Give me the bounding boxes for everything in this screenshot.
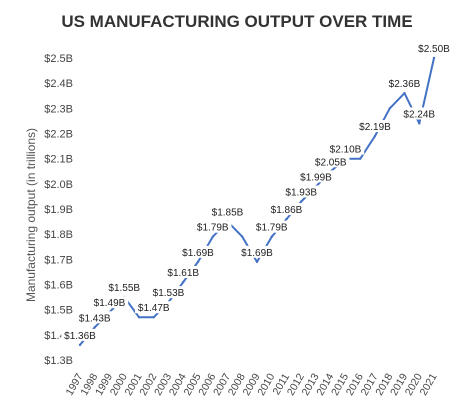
y-tick-label: $1.3B [44, 355, 73, 367]
data-label-background [356, 120, 394, 133]
series-group [78, 56, 436, 347]
data-label-background [105, 281, 143, 294]
data-point [300, 200, 303, 203]
data-label: $1.93B [285, 187, 317, 198]
y-tick-label: $2.5B [44, 53, 73, 65]
chart-title: US MANUFACTURING OUTPUT OVER TIME [61, 12, 412, 31]
y-tick-group: $1.3B$1.4B$1.5B$1.6B$1.7B$1.8B$1.9B$2.0B… [44, 53, 73, 367]
data-label-background [164, 265, 202, 278]
y-axis-label: Manufacturing output (in trillions) [24, 128, 38, 302]
data-label: $2.05B [315, 157, 347, 168]
y-tick-label: $1.6B [44, 280, 73, 292]
data-point [388, 107, 391, 110]
data-label-background [179, 245, 217, 258]
data-label-background [326, 142, 365, 155]
data-label: $1.49B [94, 298, 126, 309]
data-label-background [61, 328, 99, 341]
y-tick-label: $2.4B [44, 78, 73, 90]
data-point [359, 157, 362, 160]
data-label: $2.36B [389, 79, 421, 90]
y-tick-label: $1.8B [44, 229, 73, 241]
y-tick-label: $1.5B [44, 305, 73, 317]
data-point [241, 235, 244, 238]
data-point [196, 260, 200, 264]
data-label: $2.50B [418, 44, 450, 55]
data-label: $1.85B [212, 208, 244, 219]
data-label-background [76, 311, 114, 324]
data-label: $2.19B [359, 122, 391, 133]
data-label-background [135, 301, 173, 314]
data-label-background [415, 42, 453, 54]
y-tick-label: $2.0B [44, 179, 73, 191]
data-point [93, 326, 96, 329]
data-point [255, 260, 259, 264]
data-label: $1.69B [182, 248, 214, 259]
y-tick-label: $2.2B [44, 129, 73, 141]
data-label-background [208, 205, 247, 218]
data-point [78, 343, 82, 347]
data-label: $1.86B [271, 205, 303, 216]
data-label: $1.79B [256, 223, 288, 234]
data-point [211, 235, 214, 238]
data-label: $1.43B [79, 313, 111, 324]
data-label: $1.99B [300, 172, 332, 183]
series-line [79, 57, 435, 346]
data-label-group: $1.36B $1.43B $1.49B $1.55B $1.47B $1.53B $1.6… [61, 42, 453, 342]
data-point [418, 122, 421, 125]
data-point [373, 134, 377, 138]
data-label: $1.53B [153, 288, 185, 299]
data-label: $2.10B [330, 145, 362, 156]
data-label: $2.24B [403, 109, 435, 120]
data-label: $1.69B [241, 248, 273, 259]
data-label-background [238, 245, 276, 258]
data-label: $1.47B [138, 303, 170, 314]
x-tick-group: 1997199819992000200120022003200420052006… [64, 371, 440, 397]
data-point [285, 217, 288, 221]
data-label-background [297, 170, 335, 183]
data-point [403, 92, 406, 95]
data-point [152, 316, 155, 319]
data-label: $1.55B [108, 283, 140, 294]
data-label-background [267, 203, 306, 216]
data-point [270, 235, 273, 238]
data-label-background [194, 220, 232, 233]
data-point [137, 316, 141, 319]
data-label-background [400, 107, 438, 120]
data-label-background [282, 185, 320, 198]
data-point [182, 280, 185, 284]
data-label-background [253, 220, 291, 233]
y-tick-label: $1.9B [44, 204, 73, 216]
data-label-background [149, 286, 188, 299]
y-tick-label: $2.3B [44, 103, 73, 115]
data-label: $1.36B [64, 331, 96, 342]
data-label: $1.79B [197, 223, 229, 234]
y-tick-label: $2.1B [44, 154, 73, 166]
y-tick-label: $1.7B [44, 254, 73, 266]
data-label-background [90, 296, 129, 309]
data-point [432, 56, 436, 60]
data-label-background [385, 77, 424, 90]
data-label-background [312, 155, 350, 168]
data-label: $1.61B [167, 268, 199, 279]
